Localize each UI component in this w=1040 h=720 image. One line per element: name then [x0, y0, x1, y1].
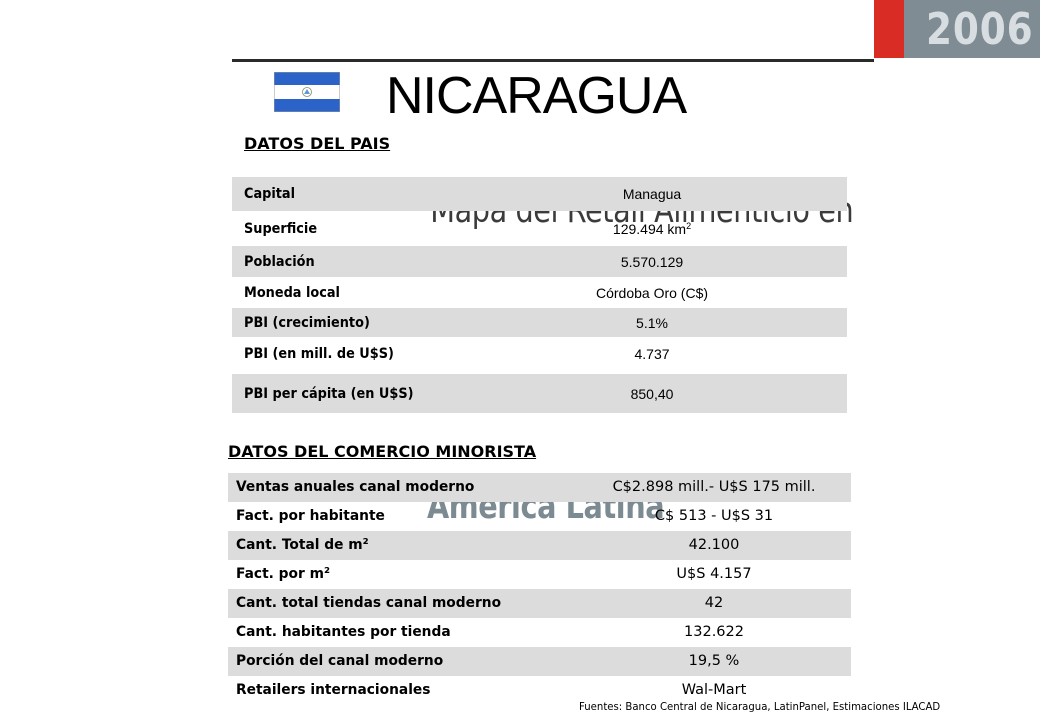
retail-data-table: Ventas anuales canal moderno C$2.898 mill… — [228, 473, 851, 705]
country-data-table: Capital Managua Superficie 129.494 km 2 Pobla… — [232, 177, 847, 413]
sources-note: Fuentes: Banco Central de Nicaragua, Lat… — [579, 700, 941, 713]
retail-row-label: Cant. Total de m² — [236, 537, 369, 553]
country-row-value-text: Córdoba Oro (C$) — [595, 284, 709, 301]
country-name: NICARAGUA — [386, 67, 687, 125]
retail-row-label: Cant. total tiendas canal moderno — [236, 595, 502, 611]
retail-row: Cant. habitantes por tienda 132.622 — [236, 624, 744, 640]
retail-row-label: Ventas anuales canal moderno — [236, 479, 475, 495]
country-row: Superficie 129.494 km 2 — [232, 211, 847, 246]
country-row-value-text: 5.570.129 — [620, 253, 684, 270]
country-section-title: DATOS DEL PAIS — [244, 134, 391, 153]
retail-row: Fact. por habitante C$ 513 - U$S 31 — [236, 508, 774, 524]
retail-row: Cant. total tiendas canal moderno 42 — [228, 589, 851, 618]
country-row-label: PBI (crecimiento) — [244, 314, 370, 331]
country-row-value-text: Managua — [622, 186, 682, 202]
retail-row-label: Cant. habitantes por tienda — [236, 624, 451, 640]
retail-row: Cant. Total de m² 42.100 — [228, 531, 851, 560]
country-row: PBI (crecimiento) 5.1% — [232, 308, 847, 337]
retail-row-label: Porción del canal moderno — [236, 653, 444, 669]
country-row-value-text: 4.737 — [634, 345, 670, 362]
country-row-value-text: 850,40 — [630, 385, 674, 402]
country-row: Capital Managua — [232, 177, 847, 211]
country-row: PBI (en mill. de U$S) 4.737 — [232, 337, 847, 370]
superscript-two: 2 — [686, 220, 692, 231]
nicaragua-flag-icon — [274, 72, 340, 112]
retail-section-title: DATOS DEL COMERCIO MINORISTA — [228, 442, 537, 461]
country-row-label: Capital — [244, 186, 296, 202]
country-row-value-text: 129.494 km — [612, 220, 687, 237]
header-rule — [232, 59, 874, 62]
retail-row-label: Fact. por m² — [236, 566, 330, 582]
country-row-label: Moneda local — [244, 284, 340, 301]
country-row-value-text: 5.1% — [636, 314, 668, 331]
year-badge: 2006 — [904, 0, 1040, 58]
retail-row: Fact. por m² U$S 4.157 — [236, 566, 752, 582]
country-row-label: PBI (en mill. de U$S) — [244, 345, 394, 362]
country-row-label: Población — [244, 253, 315, 270]
retail-row-label: Retailers internacionales — [236, 682, 431, 698]
country-row: Población 5.570.129 — [232, 246, 847, 277]
country-row: PBI per cápita (en U$S) 850,40 — [232, 374, 847, 413]
country-row: Moneda local Córdoba Oro (C$) — [232, 277, 847, 308]
red-accent-bar — [874, 0, 904, 58]
country-row-label: Superficie — [244, 220, 318, 237]
retail-row: Retailers internacionales Wal-Mart — [236, 682, 747, 698]
retail-row: Ventas anuales canal moderno C$2.898 mill… — [228, 473, 851, 502]
year-label: 2006 — [926, 4, 1034, 55]
retail-row-label: Fact. por habitante — [236, 508, 385, 524]
retail-row: Porción del canal moderno 19,5 % — [228, 647, 851, 676]
country-row-label: PBI per cápita (en U$S) — [244, 385, 414, 402]
